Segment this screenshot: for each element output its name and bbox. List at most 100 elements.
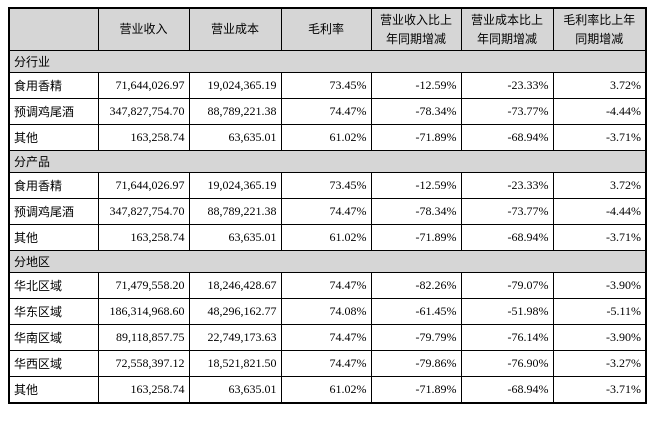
cell-cost-yoy: -73.77% xyxy=(460,198,554,226)
row-label: 预调鸡尾酒 xyxy=(8,98,99,126)
table-row: 其他 163,258.74 63,635.01 61.02% -71.89% -… xyxy=(8,124,647,152)
column-header-gross-margin: 毛利率 xyxy=(280,7,372,52)
cell-margin-yoy: -3.71% xyxy=(552,376,647,404)
cell-gross-margin: 74.47% xyxy=(280,324,372,352)
cell-revenue: 347,827,754.70 xyxy=(97,98,190,126)
cell-revenue: 186,314,968.60 xyxy=(97,298,190,326)
cell-cost: 18,246,428.67 xyxy=(188,272,282,300)
column-header-revenue: 营业收入 xyxy=(97,7,190,52)
cell-gross-margin: 74.47% xyxy=(280,350,372,378)
section-row-by-industry: 分行业 xyxy=(8,50,647,74)
row-label: 预调鸡尾酒 xyxy=(8,198,99,226)
cell-revenue-yoy: -71.89% xyxy=(370,224,462,252)
column-header-cost: 营业成本 xyxy=(188,7,282,52)
table-row: 其他 163,258.74 63,635.01 61.02% -71.89% -… xyxy=(8,224,647,252)
table-row: 华东区域 186,314,968.60 48,296,162.77 74.08%… xyxy=(8,298,647,326)
cell-cost-yoy: -73.77% xyxy=(460,98,554,126)
cell-revenue-yoy: -79.79% xyxy=(370,324,462,352)
cell-cost-yoy: -76.90% xyxy=(460,350,554,378)
table-row: 华北区域 71,479,558.20 18,246,428.67 74.47% … xyxy=(8,272,647,300)
cell-revenue-yoy: -78.34% xyxy=(370,98,462,126)
cell-revenue: 163,258.74 xyxy=(97,224,190,252)
column-header-empty xyxy=(8,7,99,52)
header-row: 营业收入 营业成本 毛利率 营业收入比上年同期增减 营业成本比上年同期增减 毛利… xyxy=(8,7,647,52)
row-label: 华东区域 xyxy=(8,298,99,326)
cell-cost-yoy: -23.33% xyxy=(460,172,554,200)
row-label: 华南区域 xyxy=(8,324,99,352)
table-row: 食用香精 71,644,026.97 19,024,365.19 73.45% … xyxy=(8,172,647,200)
cell-cost: 88,789,221.38 xyxy=(188,198,282,226)
row-label: 食用香精 xyxy=(8,172,99,200)
cell-revenue-yoy: -61.45% xyxy=(370,298,462,326)
cell-cost-yoy: -68.94% xyxy=(460,224,554,252)
cell-margin-yoy: -3.90% xyxy=(552,324,647,352)
segment-report-table: 营业收入 营业成本 毛利率 营业收入比上年同期增减 营业成本比上年同期增减 毛利… xyxy=(8,7,647,404)
cell-margin-yoy: 3.72% xyxy=(552,72,647,100)
column-header-cost-yoy: 营业成本比上年同期增减 xyxy=(460,7,554,52)
cell-cost-yoy: -68.94% xyxy=(460,376,554,404)
column-header-revenue-yoy: 营业收入比上年同期增减 xyxy=(370,7,462,52)
cell-margin-yoy: -3.71% xyxy=(552,124,647,152)
cell-gross-margin: 74.47% xyxy=(280,272,372,300)
cell-gross-margin: 61.02% xyxy=(280,124,372,152)
section-title: 分地区 xyxy=(8,250,647,274)
section-row-by-region: 分地区 xyxy=(8,250,647,274)
cell-cost-yoy: -23.33% xyxy=(460,72,554,100)
row-label: 其他 xyxy=(8,376,99,404)
cell-revenue-yoy: -71.89% xyxy=(370,124,462,152)
cell-gross-margin: 61.02% xyxy=(280,376,372,404)
row-label: 华西区域 xyxy=(8,350,99,378)
cell-revenue: 72,558,397.12 xyxy=(97,350,190,378)
cell-gross-margin: 73.45% xyxy=(280,72,372,100)
column-header-margin-yoy: 毛利率比上年同期增减 xyxy=(552,7,647,52)
cell-cost: 88,789,221.38 xyxy=(188,98,282,126)
table-row: 食用香精 71,644,026.97 19,024,365.19 73.45% … xyxy=(8,72,647,100)
table-row: 华西区域 72,558,397.12 18,521,821.50 74.47% … xyxy=(8,350,647,378)
table-row: 华南区域 89,118,857.75 22,749,173.63 74.47% … xyxy=(8,324,647,352)
cell-revenue: 71,644,026.97 xyxy=(97,72,190,100)
cell-revenue-yoy: -78.34% xyxy=(370,198,462,226)
cell-revenue-yoy: -12.59% xyxy=(370,72,462,100)
cell-cost: 22,749,173.63 xyxy=(188,324,282,352)
cell-margin-yoy: -3.90% xyxy=(552,272,647,300)
cell-gross-margin: 74.47% xyxy=(280,98,372,126)
cell-revenue: 163,258.74 xyxy=(97,124,190,152)
cell-gross-margin: 74.08% xyxy=(280,298,372,326)
cell-revenue-yoy: -71.89% xyxy=(370,376,462,404)
cell-cost: 63,635.01 xyxy=(188,224,282,252)
cell-revenue: 71,479,558.20 xyxy=(97,272,190,300)
cell-cost: 48,296,162.77 xyxy=(188,298,282,326)
cell-revenue: 347,827,754.70 xyxy=(97,198,190,226)
cell-gross-margin: 61.02% xyxy=(280,224,372,252)
cell-revenue-yoy: -12.59% xyxy=(370,172,462,200)
cell-revenue: 163,258.74 xyxy=(97,376,190,404)
table-row: 预调鸡尾酒 347,827,754.70 88,789,221.38 74.47… xyxy=(8,198,647,226)
cell-cost-yoy: -51.98% xyxy=(460,298,554,326)
cell-cost-yoy: -68.94% xyxy=(460,124,554,152)
row-label: 食用香精 xyxy=(8,72,99,100)
section-title: 分行业 xyxy=(8,50,647,74)
cell-revenue-yoy: -82.26% xyxy=(370,272,462,300)
cell-revenue-yoy: -79.86% xyxy=(370,350,462,378)
cell-revenue: 89,118,857.75 xyxy=(97,324,190,352)
cell-margin-yoy: -5.11% xyxy=(552,298,647,326)
cell-gross-margin: 73.45% xyxy=(280,172,372,200)
cell-cost-yoy: -79.07% xyxy=(460,272,554,300)
cell-margin-yoy: -4.44% xyxy=(552,98,647,126)
cell-gross-margin: 74.47% xyxy=(280,198,372,226)
cell-margin-yoy: -3.27% xyxy=(552,350,647,378)
cell-cost: 19,024,365.19 xyxy=(188,172,282,200)
cell-margin-yoy: -4.44% xyxy=(552,198,647,226)
table-row: 其他 163,258.74 63,635.01 61.02% -71.89% -… xyxy=(8,376,647,404)
cell-margin-yoy: -3.71% xyxy=(552,224,647,252)
table-row: 预调鸡尾酒 347,827,754.70 88,789,221.38 74.47… xyxy=(8,98,647,126)
cell-cost: 19,024,365.19 xyxy=(188,72,282,100)
row-label: 其他 xyxy=(8,224,99,252)
section-title: 分产品 xyxy=(8,150,647,174)
row-label: 其他 xyxy=(8,124,99,152)
section-row-by-product: 分产品 xyxy=(8,150,647,174)
cell-cost-yoy: -76.14% xyxy=(460,324,554,352)
cell-cost: 63,635.01 xyxy=(188,124,282,152)
cell-cost: 63,635.01 xyxy=(188,376,282,404)
cell-cost: 18,521,821.50 xyxy=(188,350,282,378)
